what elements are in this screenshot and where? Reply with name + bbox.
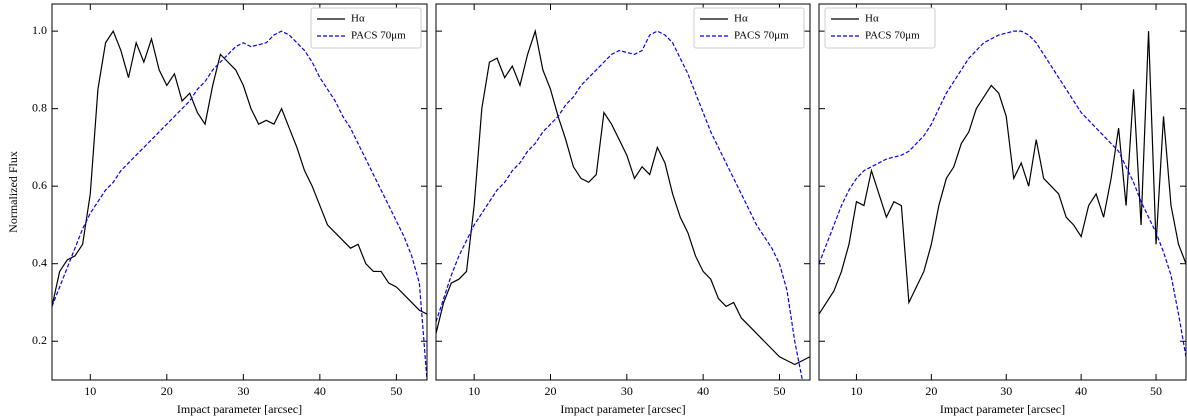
x-tick-label: 30 (621, 384, 633, 398)
series-line (52, 29, 427, 315)
series-line (436, 30, 804, 380)
y-axis-label: Normalized Flux (6, 151, 20, 233)
y-tick-label: 0.4 (32, 255, 47, 269)
series-line (436, 28, 810, 366)
x-tick-label: 50 (1150, 384, 1162, 398)
x-axis-label: Impact parameter [arcsec] (560, 402, 685, 416)
x-axis-label: Impact parameter [arcsec] (940, 402, 1065, 416)
x-tick-label: 10 (468, 384, 480, 398)
y-tick-label: 0.8 (32, 100, 47, 114)
series-line (819, 30, 1186, 357)
x-tick-label: 40 (314, 384, 326, 398)
y-tick-label: 0.6 (32, 178, 47, 192)
x-tick-label: 20 (161, 384, 173, 398)
legend-label: Hα (351, 13, 365, 25)
x-tick-label: 20 (544, 384, 556, 398)
legend-label: Hα (865, 13, 879, 25)
series-line (52, 30, 427, 380)
legend-label: PACS 70μm (734, 30, 789, 42)
x-tick-label: 20 (925, 384, 937, 398)
plot-frame (435, 3, 811, 381)
legend-label: Hα (734, 13, 748, 25)
legend-box (693, 7, 805, 49)
x-axis-label: Impact parameter [arcsec] (177, 402, 302, 416)
plot-frame (818, 3, 1187, 381)
y-tick-label: 0.2 (32, 333, 47, 347)
legend: Hα PACS 70μm (693, 7, 805, 49)
legend-label: PACS 70μm (351, 30, 406, 42)
legend: Hα PACS 70μm (310, 7, 422, 49)
x-tick-label: 50 (390, 384, 402, 398)
x-tick-label: 10 (850, 384, 862, 398)
legend: Hα PACS 70μm (824, 7, 936, 49)
plot-frame (51, 3, 428, 381)
x-tick-label: 40 (1075, 384, 1087, 398)
x-tick-label: 50 (773, 384, 785, 398)
x-tick-label: 30 (1000, 384, 1012, 398)
x-tick-label: 30 (237, 384, 249, 398)
x-tick-label: 10 (84, 384, 96, 398)
legend-label: PACS 70μm (865, 30, 920, 42)
x-tick-label: 40 (697, 384, 709, 398)
series-line (819, 31, 1186, 315)
y-tick-label: 1.0 (32, 23, 47, 37)
legend-box (310, 7, 422, 49)
legend-box (824, 7, 936, 49)
